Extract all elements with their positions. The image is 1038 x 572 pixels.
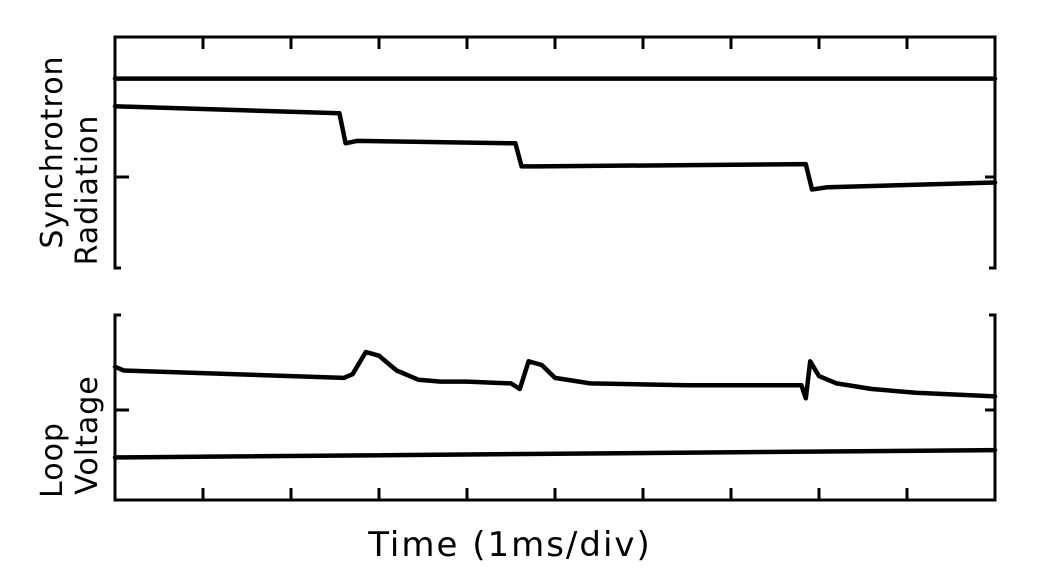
panel-top-ylabel-line-2: Radiation bbox=[70, 115, 105, 266]
trace-0-1 bbox=[112, 104, 998, 192]
trace-1-0 bbox=[112, 349, 998, 401]
trace-1-1 bbox=[112, 447, 998, 460]
panel-loop-voltage bbox=[112, 313, 998, 502]
frame-left-bracket bbox=[113, 35, 121, 270]
frame-right-bracket bbox=[989, 35, 997, 270]
panel-bottom-ylabel-line-2: Voltage bbox=[70, 375, 105, 495]
panel-bottom-ylabel-line-1: Loop bbox=[35, 422, 70, 498]
frame-right-bracket bbox=[989, 313, 997, 502]
frame-left-bracket bbox=[113, 313, 121, 502]
panel-synchrotron-radiation bbox=[112, 35, 998, 270]
x-axis-label: Time (1ms/div) bbox=[367, 525, 652, 565]
panel-top-ylabel-line-1: Synchrotron bbox=[35, 55, 70, 248]
